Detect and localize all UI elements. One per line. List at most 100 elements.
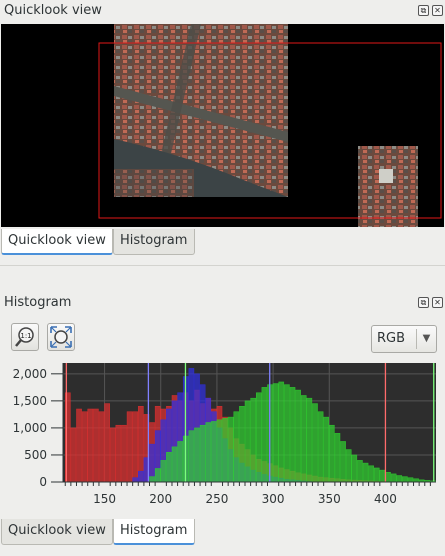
histogram-bar [177, 441, 183, 483]
histogram-title-label: Histogram [4, 295, 72, 310]
histogram-bar [115, 424, 122, 483]
histogram-bar [239, 406, 245, 483]
y-tick-label: 2,000 [13, 367, 47, 381]
histogram-bar [70, 427, 77, 483]
x-tick-label: 200 [149, 492, 172, 506]
tab-quicklook-view[interactable]: Quicklook view [1, 519, 113, 545]
histogram-bar [312, 403, 318, 483]
close-icon[interactable]: ✕ [432, 5, 443, 16]
histogram-bar [368, 465, 374, 483]
histogram-bar [379, 469, 386, 483]
satellite-image [98, 24, 442, 227]
histogram-bar [385, 472, 391, 483]
histogram-bar [205, 422, 212, 483]
x-tick-label: 350 [318, 492, 341, 506]
histogram-panel-title: Histogram ⧉ ✕ [0, 292, 445, 314]
histogram-bar [138, 470, 144, 483]
tab-histogram[interactable]: Histogram [113, 229, 195, 255]
histogram-bar [334, 433, 341, 483]
y-tick-label: 0 [39, 475, 47, 489]
histogram-bar [351, 454, 358, 483]
histogram-bar [306, 397, 313, 483]
histogram-bar [154, 468, 161, 483]
histogram-bar [233, 411, 240, 483]
histogram-bar [402, 476, 408, 483]
float-icon[interactable]: ⧉ [418, 297, 429, 308]
histogram-bar [284, 384, 290, 483]
histogram-bar [126, 411, 133, 483]
histogram-bar [121, 424, 127, 483]
x-tick-label: 400 [374, 492, 397, 506]
histogram-bar [407, 477, 414, 483]
quicklook-title-label: Quicklook view [4, 3, 102, 18]
chevron-down-icon: ▼ [416, 329, 436, 349]
histogram-bar [81, 411, 88, 483]
quicklook-canvas[interactable] [1, 24, 444, 227]
zoom-reset-button[interactable]: 1:1 [11, 323, 39, 351]
histogram-bar [261, 387, 268, 483]
histogram-bar [317, 411, 324, 483]
histogram-bar [272, 383, 279, 483]
histogram-bar [211, 421, 217, 483]
histogram-bar [188, 430, 195, 483]
histogram-bar [329, 424, 335, 483]
histogram-bar [87, 408, 94, 483]
histogram-bar [222, 417, 228, 483]
x-tick-label: 300 [262, 492, 285, 506]
quicklook-panel-title: Quicklook view ⧉ ✕ [0, 0, 445, 22]
histogram-bar [76, 408, 82, 483]
channel-select-value: RGB [377, 331, 406, 346]
histogram-bar [149, 476, 155, 483]
y-tick-label: 1,500 [13, 394, 47, 408]
histogram-bar [244, 400, 251, 483]
histogram-bar [93, 408, 99, 483]
histogram-bar [160, 460, 167, 483]
histogram-bar [194, 427, 200, 483]
histogram-bar [362, 462, 369, 483]
quicklook-title-buttons: ⧉ ✕ [418, 5, 443, 16]
histogram-bar [199, 424, 206, 483]
zoom-fit-button[interactable] [47, 323, 75, 351]
tab-histogram[interactable]: Histogram [113, 519, 195, 545]
histogram-bar [216, 419, 223, 483]
histogram-bar [138, 406, 144, 483]
histogram-bar [345, 449, 352, 483]
histogram-bar [104, 403, 110, 483]
histogram-bar [396, 475, 403, 483]
histogram-bar [166, 452, 172, 483]
histogram-title-buttons: ⧉ ✕ [418, 297, 443, 308]
histogram-chart[interactable]: 0 500 1,000 1,500 2,000 150 200 250 300 350 400 [0, 360, 445, 512]
tab-quicklook-view[interactable]: Quicklook view [1, 229, 113, 255]
histogram-bar [300, 395, 307, 483]
zoom-1-to-1-icon: 1:1 [15, 327, 34, 347]
histogram-bar [250, 397, 256, 483]
histogram-bar [373, 467, 380, 483]
histogram-bar [255, 392, 262, 483]
close-icon[interactable]: ✕ [432, 297, 443, 308]
y-tick-label: 500 [24, 448, 47, 462]
svg-text:1:1: 1:1 [20, 332, 31, 340]
histogram-bar [340, 441, 346, 483]
histogram-bar [98, 411, 105, 483]
histogram-bar [227, 416, 234, 483]
y-tick-label: 1,000 [13, 421, 47, 435]
histogram-bar [171, 446, 178, 483]
histogram-bar [357, 460, 363, 483]
histogram-bar [289, 387, 296, 483]
float-icon[interactable]: ⧉ [418, 5, 429, 16]
histogram-bar [132, 411, 139, 483]
x-tick-label: 250 [205, 492, 228, 506]
histogram-bar [323, 416, 330, 483]
histogram-bar [278, 381, 285, 483]
histogram-bar [132, 477, 139, 483]
channel-select[interactable]: RGB ▼ [371, 325, 437, 353]
histogram-tabbar: Quicklook view Histogram [0, 519, 445, 547]
histogram-bar [390, 473, 397, 483]
histogram-bar [149, 443, 155, 483]
histogram-bar [295, 389, 301, 483]
quicklook-tabbar: Quicklook view Histogram [0, 229, 445, 257]
histogram-bar [109, 427, 116, 483]
zoom-fit-icon [50, 326, 72, 348]
panel-separator[interactable] [0, 265, 445, 266]
x-tick-label: 150 [93, 492, 116, 506]
